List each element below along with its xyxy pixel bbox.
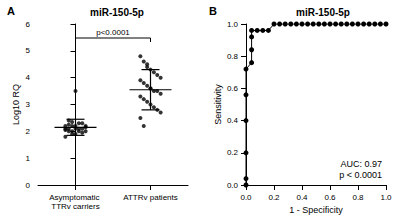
svg-text:0.0: 0.0 [240,193,252,202]
svg-text:ATTRv patients: ATTRv patients [123,193,178,202]
svg-text:0.8: 0.8 [352,193,364,202]
svg-text:Asymptomatic: Asymptomatic [49,193,101,202]
svg-text:AUC: 0.97: AUC: 0.97 [340,159,382,169]
svg-text:0.6: 0.6 [324,193,336,202]
svg-text:1.0: 1.0 [227,20,239,29]
svg-text:0.0: 0.0 [227,181,239,190]
svg-text:0: 0 [26,181,31,190]
svg-text:0.2: 0.2 [268,193,280,202]
svg-text:p < 0.0001: p < 0.0001 [339,170,382,180]
svg-text:2: 2 [26,127,31,136]
svg-text:5: 5 [26,46,31,55]
svg-text:p<0.0001: p<0.0001 [96,28,130,37]
svg-text:miR-150-5p: miR-150-5p [90,7,144,18]
svg-text:0.4: 0.4 [296,193,308,202]
svg-text:6: 6 [26,20,31,29]
svg-text:0.6: 0.6 [227,84,239,93]
svg-text:A: A [7,5,15,17]
svg-text:0.4: 0.4 [227,116,239,125]
svg-text:miR-150-5p: miR-150-5p [296,7,350,18]
svg-text:1: 1 [26,154,31,163]
svg-text:Log10 RQ: Log10 RQ [11,84,21,125]
svg-text:0.2: 0.2 [227,148,239,157]
svg-text:1.0: 1.0 [380,193,392,202]
svg-text:Sensitivity: Sensitivity [213,84,223,125]
svg-text:B: B [209,5,217,17]
svg-text:1 - Specificity: 1 - Specificity [289,205,343,215]
svg-text:0.8: 0.8 [227,52,239,61]
svg-text:3: 3 [26,100,31,109]
svg-text:4: 4 [26,73,31,82]
svg-text:TTRv carriers: TTRv carriers [51,202,99,211]
